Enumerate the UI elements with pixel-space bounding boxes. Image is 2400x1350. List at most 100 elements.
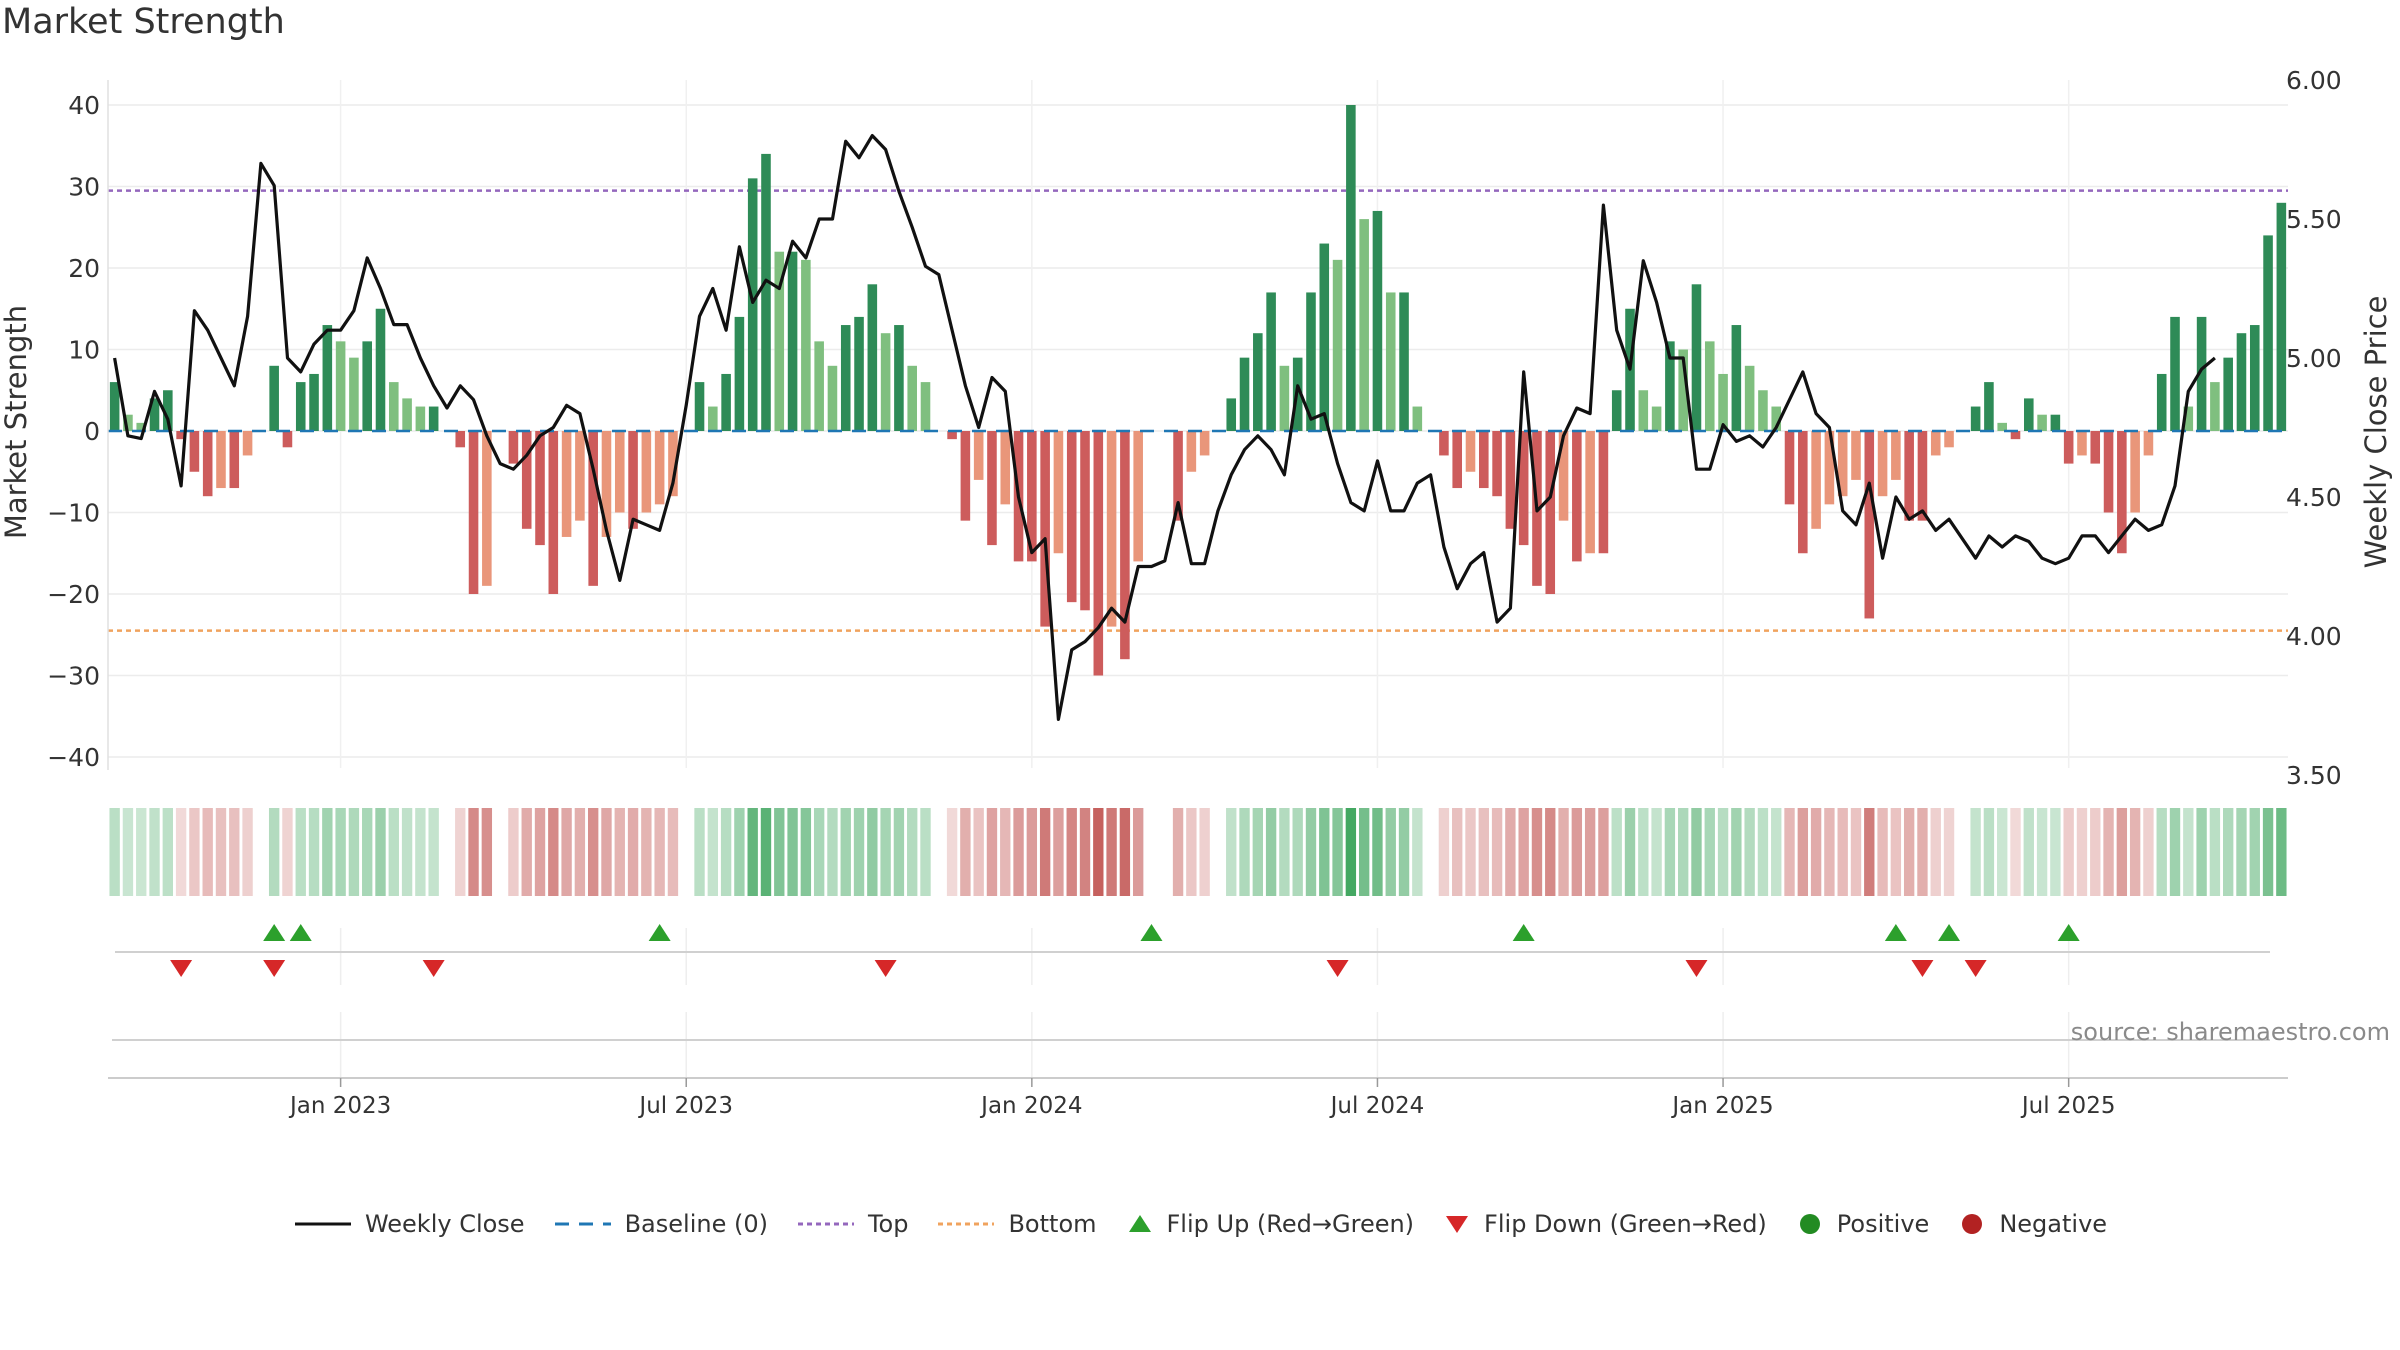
heat-cell <box>1930 808 1941 896</box>
strength-bar <box>2196 316 2207 431</box>
strength-bar <box>1837 431 1848 497</box>
heat-cell <box>1106 808 1117 896</box>
strength-bar <box>2090 431 2101 464</box>
strength-bar <box>2276 202 2287 431</box>
heat-cell <box>175 808 187 896</box>
strength-bar <box>269 365 279 431</box>
heat-cell <box>1345 808 1357 896</box>
strength-bar <box>2024 398 2034 431</box>
heat-cell <box>202 808 213 896</box>
heat-cell <box>2276 808 2287 896</box>
strength-bar <box>2010 431 2021 440</box>
heat-cell <box>707 808 719 896</box>
right-axis: 6.00 5.50 5.00 4.50 4.00 3.50 <box>2286 66 2342 790</box>
strength-bar <box>163 390 173 431</box>
strength-bar <box>309 373 319 431</box>
heat-cell <box>946 808 958 896</box>
strength-bar <box>189 431 200 472</box>
heat-cell <box>720 808 732 896</box>
heat-cell <box>2156 808 2167 896</box>
strength-bar <box>1040 431 1050 627</box>
strength-bar <box>747 178 758 431</box>
strength-bar <box>947 431 957 440</box>
strength-bar <box>2156 373 2167 431</box>
heat-cell <box>2129 808 2141 896</box>
grid-lines <box>108 80 2288 1080</box>
legend-label: Positive <box>1836 1210 1930 1238</box>
strength-bar <box>668 431 678 497</box>
heat-cell <box>760 808 772 896</box>
strength-bar <box>2117 431 2127 554</box>
strength-bar <box>1173 431 1183 521</box>
strength-bar <box>1784 431 1795 505</box>
strength-bar <box>1824 431 1835 505</box>
heat-cell <box>481 808 493 896</box>
strength-bar <box>2236 333 2247 431</box>
strength-bar <box>1851 431 1861 480</box>
strength-bar <box>1598 431 1609 554</box>
source-note: source: sharemaestro.com <box>2070 1018 2390 1046</box>
heat-cell <box>1664 808 1676 896</box>
triangle-down-icon <box>1446 1216 1469 1233</box>
legend-label: Baseline (0) <box>624 1210 768 1238</box>
heat-cell <box>534 808 546 896</box>
heat-cell <box>455 808 466 896</box>
left-axis: 40 30 20 10 0 −10 −20 −30 −40 <box>47 80 109 772</box>
strength-bar <box>2210 382 2220 431</box>
strength-bar <box>2077 431 2087 456</box>
heat-cell <box>2023 808 2034 896</box>
weekly-close-line <box>113 134 2216 722</box>
flip-up-marker <box>263 924 286 941</box>
strength-heat-strip <box>109 808 2287 896</box>
heat-cell <box>508 808 519 896</box>
strength-bar <box>176 431 186 440</box>
heat-cell <box>242 808 253 896</box>
heat-cell <box>774 808 785 896</box>
y-tick-label-left: 30 <box>68 173 100 202</box>
strength-bar <box>1439 431 1449 456</box>
heat-cell <box>162 808 174 896</box>
heat-cell <box>1412 808 1423 896</box>
strength-bar <box>827 365 838 431</box>
heat-cell <box>800 808 812 896</box>
heat-cell <box>654 808 665 896</box>
strength-bar <box>1678 349 1688 431</box>
flip-up-marker <box>648 924 671 941</box>
flip-up-marker <box>289 924 312 941</box>
strength-bar <box>295 382 306 431</box>
flip-up-marker <box>1938 924 1961 941</box>
strength-bar <box>1585 431 1595 554</box>
heat-cell <box>1160 808 1170 896</box>
heat-cell <box>1252 808 1264 896</box>
strength-bar <box>1651 406 1662 431</box>
heat-cell <box>1053 808 1064 896</box>
strength-bar <box>1944 431 1954 448</box>
strength-bar <box>575 431 585 521</box>
heat-cell <box>840 808 851 896</box>
heat-cell <box>1332 808 1343 896</box>
heat-cell <box>1531 808 1543 896</box>
legend-label: Flip Up (Red→Green) <box>1166 1210 1415 1238</box>
strength-bar <box>628 431 638 529</box>
strength-bar <box>654 431 665 505</box>
heat-cell <box>1438 808 1450 896</box>
strength-bar <box>1226 398 1237 431</box>
y-tick-label-right: 6.00 <box>2286 66 2342 95</box>
strength-bar <box>1518 431 1529 546</box>
strength-bar <box>1917 431 1928 521</box>
legend-swatch <box>294 1222 351 1226</box>
heat-cell <box>1398 808 1410 896</box>
strength-bar <box>1412 406 1423 431</box>
strength-bar <box>854 316 864 431</box>
strength-bar <box>136 422 147 431</box>
heat-cell <box>1691 808 1702 896</box>
y-tick-label-right: 5.00 <box>2286 344 2342 373</box>
strength-bar <box>428 406 439 431</box>
heat-cell <box>1079 808 1091 896</box>
heat-cell <box>667 808 679 896</box>
heat-cell <box>2010 808 2021 896</box>
flip-down-marker <box>170 960 193 977</box>
heat-cell <box>1638 808 1649 896</box>
strength-bar <box>2249 325 2260 431</box>
heat-cell <box>1584 808 1596 896</box>
